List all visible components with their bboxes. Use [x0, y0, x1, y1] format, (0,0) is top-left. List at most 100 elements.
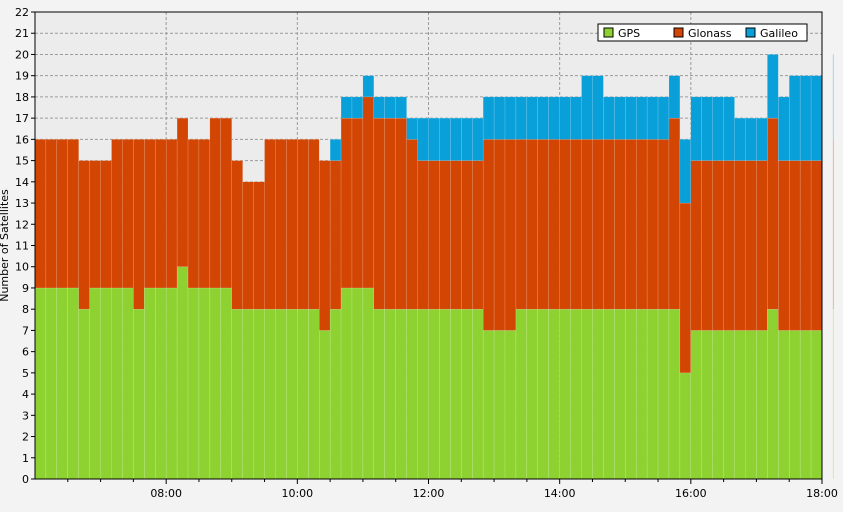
bar-glonass: [482, 139, 495, 331]
bar-glonass: [340, 117, 353, 289]
bar-glonass: [756, 160, 768, 331]
bar-gps: [286, 308, 298, 480]
bar-gps: [34, 287, 47, 480]
y-tick-label: 5: [22, 367, 29, 380]
bar-gps: [308, 308, 320, 480]
bar-gps: [679, 372, 692, 480]
bar-galileo: [603, 96, 615, 140]
bar-glonass: [646, 139, 659, 310]
bar-galileo: [493, 96, 506, 140]
y-tick-label: 19: [15, 70, 29, 83]
bar-galileo: [428, 117, 440, 161]
bar-gps: [778, 330, 790, 480]
bar-gps: [362, 287, 375, 480]
bar-glonass: [559, 139, 571, 310]
bar-gps: [373, 308, 385, 480]
bar-galileo: [450, 117, 462, 161]
y-tick-label: 1: [22, 452, 29, 465]
bar-gps: [264, 308, 276, 480]
bar-glonass: [286, 139, 298, 310]
bar-glonass: [734, 160, 746, 331]
bar-gps: [297, 308, 309, 480]
bar-gps: [668, 308, 681, 480]
bar-galileo: [362, 75, 375, 98]
bar-glonass: [657, 139, 670, 310]
bar-gps: [384, 308, 396, 480]
bar-glonass: [493, 139, 506, 331]
bar-gps: [198, 287, 211, 480]
y-axis-label: Number of Satellites: [0, 189, 11, 302]
bar-galileo: [778, 96, 790, 161]
x-tick-label: 16:00: [675, 487, 707, 500]
x-tick-label: 08:00: [150, 487, 182, 500]
legend-label-glonass: Glonass: [688, 27, 732, 40]
y-tick-label: 17: [15, 112, 29, 125]
bar-galileo: [482, 96, 495, 140]
bar-gps: [275, 308, 287, 480]
bar-glonass: [351, 117, 364, 289]
bar-glonass: [144, 139, 156, 289]
bar-galileo: [767, 54, 779, 119]
bar-glonass: [832, 139, 834, 310]
bar-glonass: [789, 160, 801, 331]
bar-galileo: [810, 75, 823, 161]
bar-gps: [504, 330, 517, 480]
y-tick-label: 20: [15, 48, 29, 61]
bar-gps: [89, 287, 101, 480]
bar-glonass: [111, 139, 123, 289]
bar-glonass: [614, 139, 626, 310]
bar-galileo: [548, 96, 560, 140]
bar-glonass: [45, 139, 58, 289]
bar-glonass: [297, 139, 309, 310]
bar-gps: [526, 308, 539, 480]
bar-glonass: [810, 160, 823, 331]
bar-galileo: [340, 96, 353, 119]
bar-gps: [646, 308, 659, 480]
bar-galileo: [734, 117, 746, 161]
y-tick-label: 10: [15, 261, 29, 274]
bar-galileo: [570, 96, 582, 140]
bar-galileo: [679, 139, 692, 204]
bar-galileo: [668, 75, 681, 119]
bar-glonass: [242, 181, 254, 310]
bar-glonass: [690, 160, 702, 331]
bar-glonass: [384, 117, 396, 310]
bar-glonass: [78, 160, 90, 310]
bar-gps: [515, 308, 528, 480]
bar-gps: [603, 308, 615, 480]
bar-gps: [810, 330, 823, 480]
y-tick-label: 0: [22, 473, 29, 486]
bar-glonass: [417, 160, 429, 310]
bar-glonass: [318, 160, 331, 331]
y-tick-label: 4: [22, 388, 29, 401]
bar-gps: [417, 308, 429, 480]
bar-galileo: [406, 117, 418, 140]
y-tick-label: 18: [15, 91, 29, 104]
y-tick-label: 13: [15, 197, 29, 210]
y-tick-label: 15: [15, 155, 29, 168]
plot-frame: [34, 11, 823, 480]
legend-swatch-gps: [603, 27, 614, 38]
bar-galileo: [799, 75, 812, 161]
y-tick-label: 3: [22, 409, 29, 422]
bar-glonass: [635, 139, 648, 310]
bar-gps: [351, 287, 364, 480]
bars: [34, 54, 834, 480]
bar-gps: [329, 308, 342, 480]
bar-galileo: [351, 96, 364, 119]
bar-galileo: [526, 96, 539, 140]
bar-glonass: [395, 117, 407, 310]
bar-gps: [155, 287, 167, 480]
y-tick-label: 12: [15, 218, 29, 231]
bar-gps: [832, 308, 834, 480]
bar-glonass: [504, 139, 517, 331]
bar-gps: [592, 308, 604, 480]
bar-gps: [712, 330, 724, 480]
bar-glonass: [34, 139, 47, 289]
bar-gps: [395, 308, 407, 480]
bar-glonass: [187, 139, 200, 289]
legend: GPS Glonass Galileo: [597, 23, 808, 42]
bar-glonass: [308, 139, 320, 310]
bar-gps: [482, 330, 495, 480]
bar-gps: [625, 308, 637, 480]
